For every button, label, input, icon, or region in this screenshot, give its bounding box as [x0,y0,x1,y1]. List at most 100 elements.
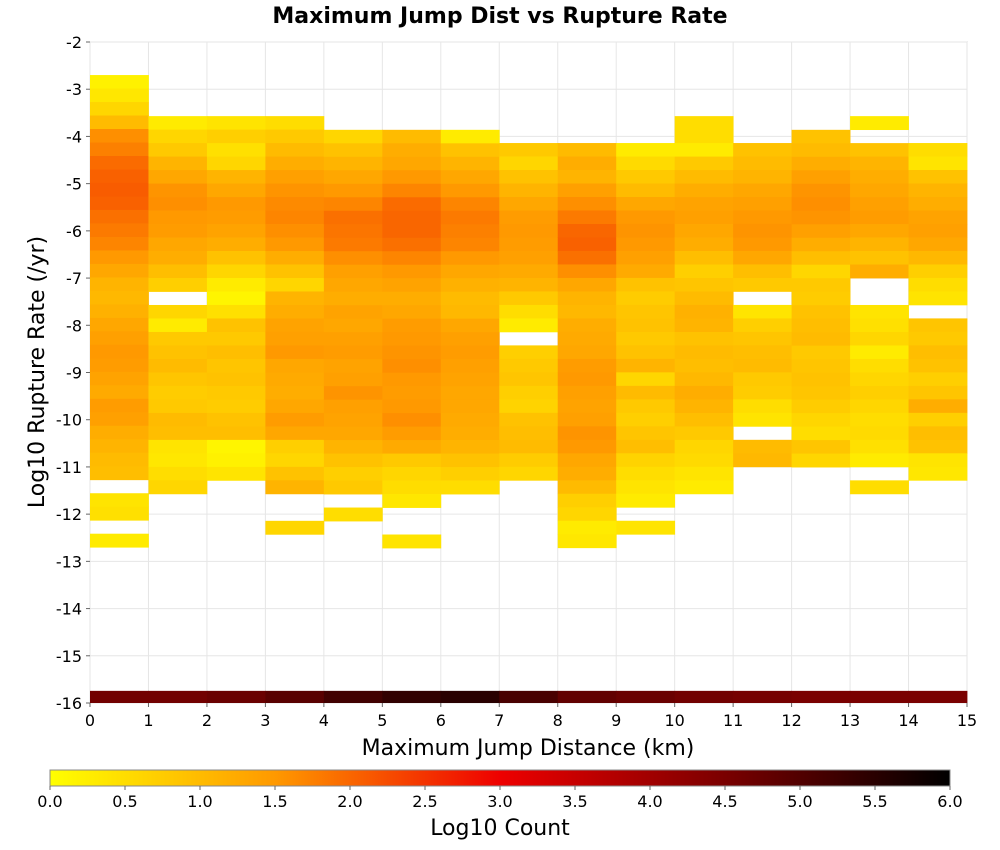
heatmap-cell [674,345,734,360]
heatmap-cell [791,251,851,266]
heatmap-cell [791,197,851,212]
heatmap-cell [382,534,442,549]
y-tick-label: -8 [66,316,82,335]
x-tick-label: 12 [781,711,801,730]
heatmap-cell [791,359,851,374]
heatmap-cell [499,237,559,252]
heatmap-cell [557,534,617,549]
heatmap-cell [90,129,149,143]
heatmap-cell [850,345,909,360]
heatmap-cell [499,304,559,319]
heatmap-cell [850,304,909,319]
heatmap-cell [791,440,851,454]
heatmap-cell [733,358,792,373]
heatmap-cell [323,170,383,185]
y-tick-label: -6 [66,222,82,241]
heatmap-cell [148,237,208,252]
heatmap-cell [206,439,266,454]
y-tick-label: -2 [66,33,82,52]
heatmap-cell [616,170,676,184]
heatmap-cell [90,263,149,278]
heatmap-cell [674,426,734,441]
heatmap-cell [557,304,617,319]
y-tick-label: -13 [56,552,82,571]
heatmap-cell [674,318,734,333]
heatmap-cell [616,331,676,346]
heatmap-cell [499,690,559,703]
heatmap-cell [206,426,266,441]
heatmap-cell [382,291,442,306]
heatmap-cell [440,480,500,495]
heatmap-cell [557,426,617,441]
heatmap-cell [616,223,676,238]
heatmap-cell [206,412,266,427]
heatmap-cell [382,386,442,401]
heatmap-cell [323,278,383,293]
heatmap-cell [323,440,383,454]
heatmap-cell [557,480,617,495]
heatmap-cell [791,372,851,387]
heatmap-cell [850,318,909,333]
x-tick-label: 15 [957,711,977,730]
heatmap-cell [323,507,383,522]
heatmap-cell [206,156,266,171]
heatmap-cell [148,116,208,131]
heatmap-cell [850,116,909,131]
heatmap-cell [733,439,792,454]
heatmap-cell [440,251,500,266]
heatmap-cells [90,75,968,703]
heatmap-cell [616,156,676,171]
heatmap-cell [908,223,968,238]
heatmap-cell [733,250,792,265]
heatmap-cell [265,690,325,703]
colorbar-ticks: 0.0 0.5 1.0 1.5 2.0 2.5 3.0 3.5 4.0 4.5 5.0 5.5 6.0 [37,786,963,811]
heatmap-cell [557,156,617,171]
heatmap-cell [265,399,325,414]
heatmap-cell [206,385,266,400]
heatmap-cell [382,440,442,454]
heatmap-cell [90,331,149,346]
heatmap-cell [499,210,559,225]
heatmap-cell [557,372,617,387]
heatmap-cell [499,426,559,441]
heatmap-cell [850,197,909,211]
heatmap-cell [733,372,792,387]
heatmap-cell [908,439,968,454]
heatmap-cell [616,291,676,306]
heatmap-cell [557,277,617,292]
heatmap-cell [850,251,909,265]
heatmap-cell [90,358,149,373]
heatmap-cell [674,412,734,427]
heatmap-cell [323,197,383,212]
heatmap-cell [674,453,734,468]
heatmap-cell [440,399,500,414]
heatmap-cell [440,690,500,703]
heatmap-cell [440,264,500,279]
heatmap-cell [674,170,734,184]
colorbar-label: Log10 Count [430,816,570,841]
heatmap-cell [90,385,149,400]
heatmap-cell [674,358,734,373]
heatmap-cell [616,520,676,535]
heatmap-cell [499,170,559,184]
x-tick-label: 4 [319,711,329,730]
heatmap-cell [148,480,208,495]
heatmap-cell [90,155,149,170]
heatmap-cell [616,358,676,373]
heatmap-cell [323,386,383,401]
heatmap-cell [382,143,442,158]
heatmap-cell [791,399,851,414]
x-tick-label: 3 [260,711,270,730]
heatmap-cell [850,439,909,454]
heatmap-cell [791,224,851,239]
heatmap-cell [557,331,617,346]
heatmap-cell [908,690,968,703]
colorbar-tick-label: 5.5 [862,792,887,811]
heatmap-cell [440,426,500,441]
heatmap-cell [674,143,734,157]
heatmap-cell [206,304,266,319]
heatmap-cell [733,210,792,225]
heatmap-cell [382,156,442,171]
heatmap-cell [148,426,208,441]
heatmap-cell [382,453,442,468]
